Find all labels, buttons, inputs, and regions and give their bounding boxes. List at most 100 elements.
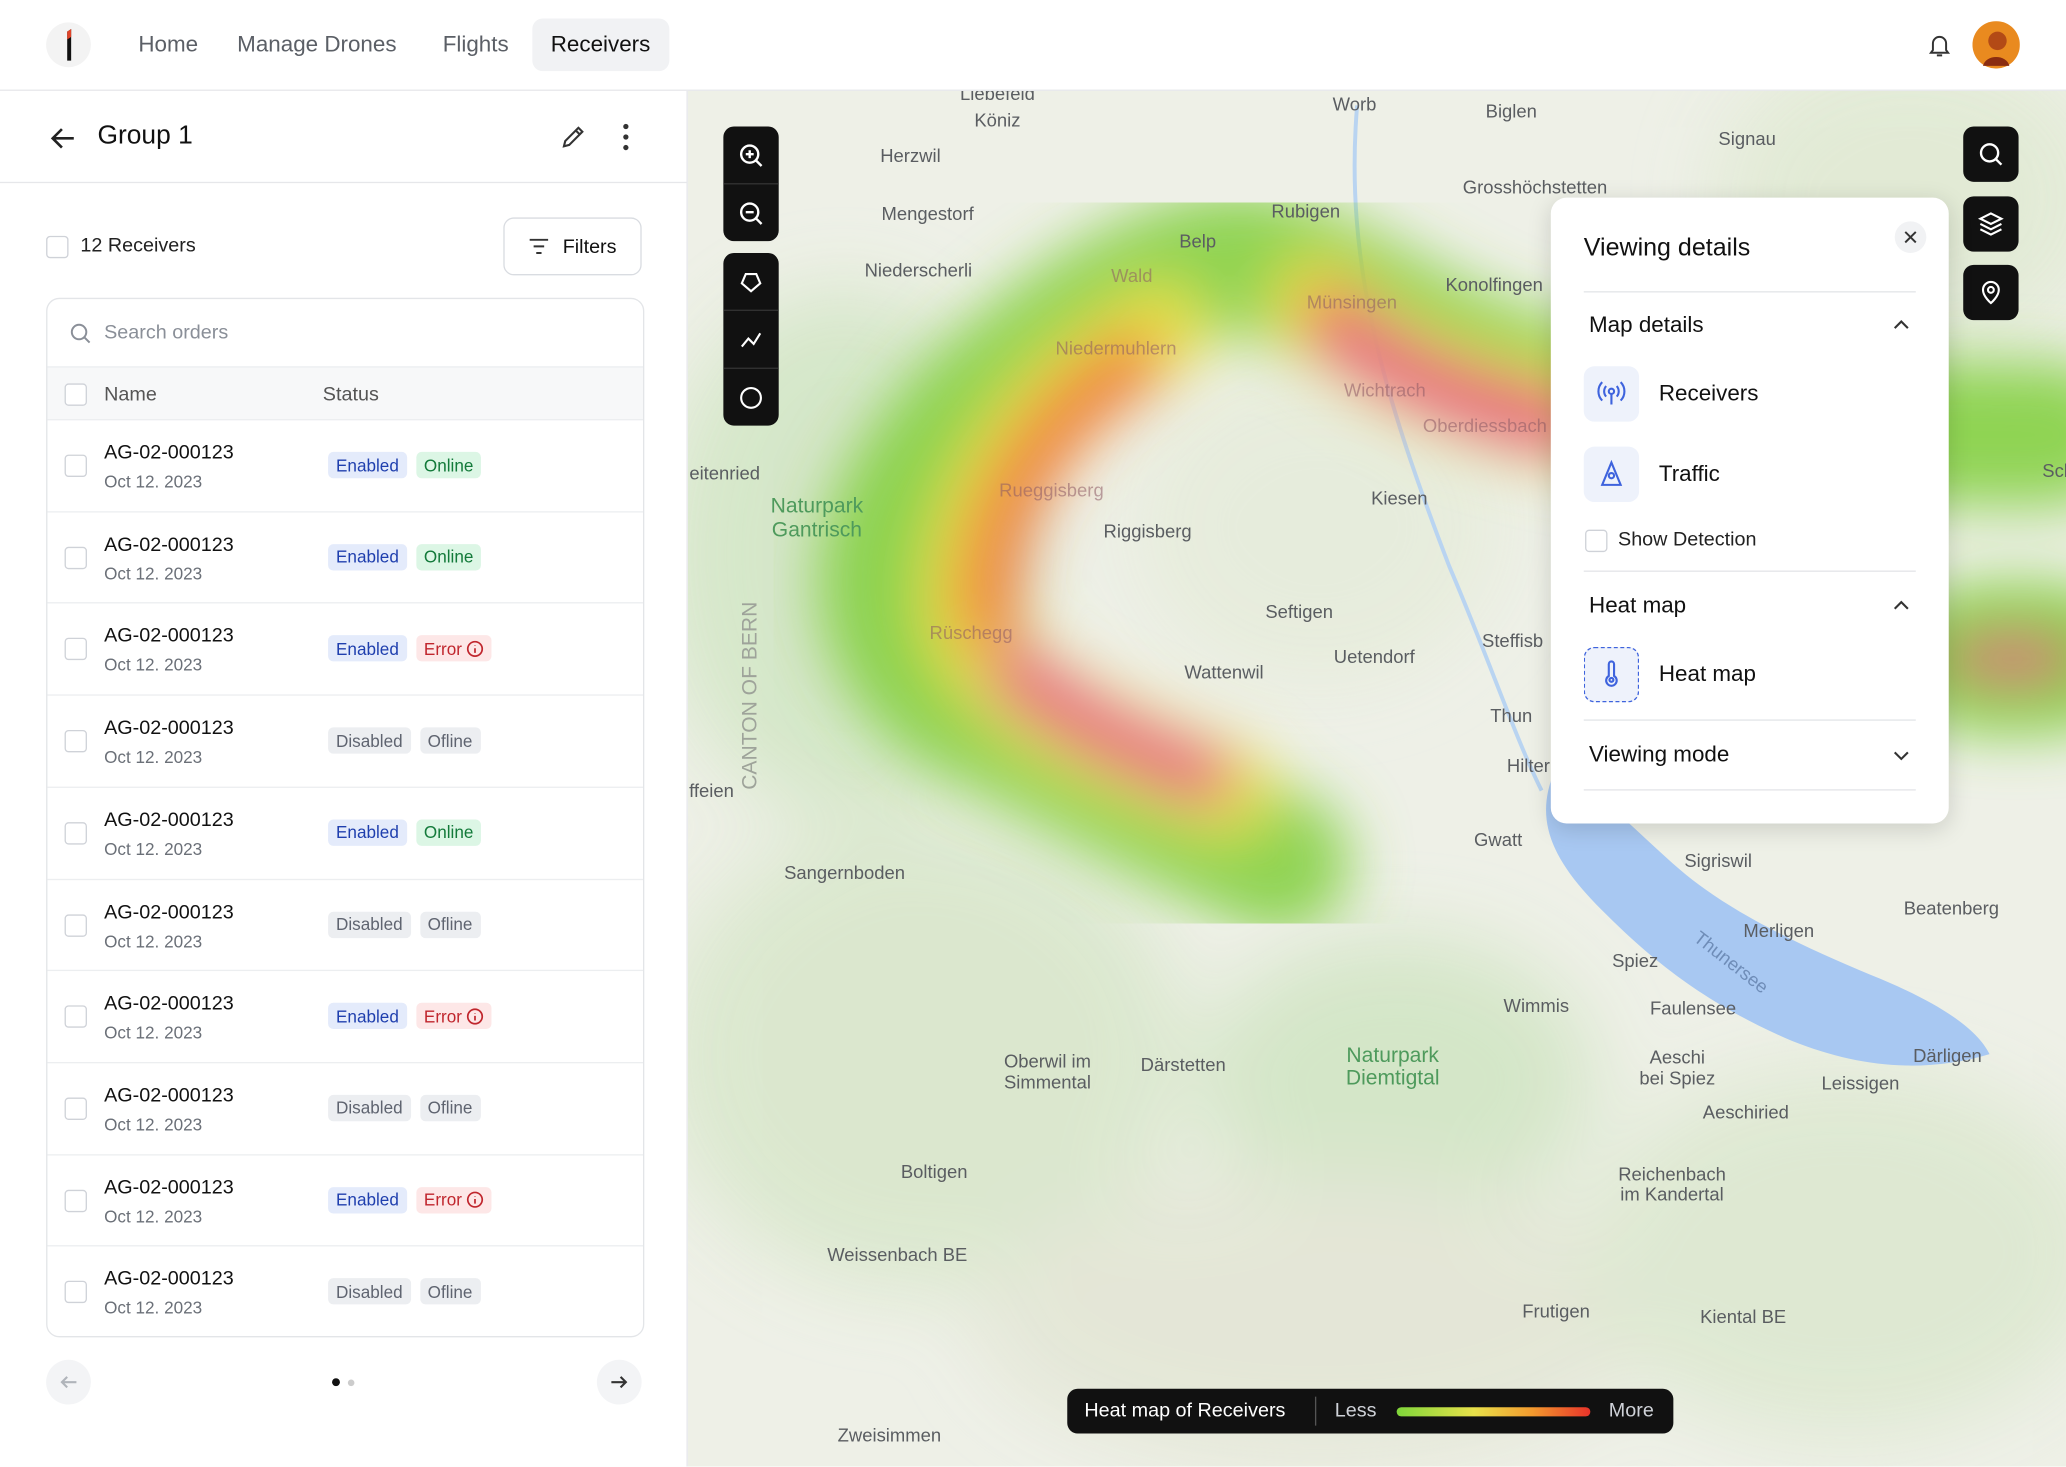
top-nav: Home Manage Drones Flights Receivers [0, 0, 2066, 91]
traffic-icon [1583, 446, 1640, 503]
table-row[interactable]: AG-02-000123 Oct 12. 2023 Enabled Online [47, 418, 643, 511]
circle-tool[interactable] [723, 369, 778, 426]
legend-less: Less [1334, 1399, 1377, 1422]
info-icon [466, 1191, 483, 1208]
section-title[interactable]: Heat map [1589, 592, 1687, 618]
page-dot[interactable] [347, 1379, 355, 1387]
map-label: Rüschegg [930, 622, 1013, 643]
map-label: Herzwil [880, 145, 940, 166]
location-button[interactable] [1963, 264, 2019, 321]
receiver-id: AG-02-000123 [104, 1267, 234, 1291]
receiver-id: AG-02-000123 [104, 808, 234, 832]
row-checkbox[interactable] [64, 1005, 87, 1028]
receivers-table: Search orders Name Status AG-02-000123 Oc… [46, 297, 645, 1338]
status-badges: Disabled Ofline [328, 727, 489, 754]
map-label: eitenried [689, 463, 760, 484]
search-map-button[interactable] [1963, 126, 2019, 182]
logo[interactable] [45, 21, 92, 68]
page-dot[interactable] [332, 1378, 340, 1387]
close-button[interactable] [1894, 221, 1927, 253]
select-all-checkbox[interactable] [46, 235, 69, 259]
polygon-tool[interactable] [723, 253, 779, 311]
nav-item[interactable]: Manage Drones [237, 31, 397, 57]
table-row[interactable]: AG-02-000123 Oct 12. 2023 Disabled Ofline [47, 878, 643, 970]
zoom-out-button[interactable] [723, 184, 778, 241]
header-checkbox[interactable] [64, 383, 87, 406]
row-checkbox[interactable] [64, 454, 87, 477]
status-badge: Disabled [328, 1094, 411, 1122]
status-badges: Enabled Online [328, 543, 490, 571]
table-row[interactable]: AG-02-000123 Oct 12. 2023 Enabled Error [47, 602, 643, 695]
prev-page[interactable] [46, 1359, 91, 1405]
checkbox-label[interactable]: Show Detection [1618, 528, 1757, 551]
search-input[interactable]: Search orders [104, 321, 229, 344]
divider [1583, 789, 1916, 791]
table-row[interactable]: AG-02-000123 Oct 12. 2023 Disabled Ofline [47, 1245, 643, 1337]
item-label[interactable]: Heat map [1658, 661, 1756, 687]
row-checkbox[interactable] [64, 730, 87, 753]
receiver-date: Oct 12. 2023 [104, 747, 203, 767]
edit-button[interactable] [559, 123, 588, 152]
status-badge: Disabled [328, 1278, 411, 1305]
section-title[interactable]: Viewing mode [1589, 741, 1730, 767]
more-button[interactable] [617, 123, 635, 152]
badge-label: Online [423, 822, 474, 843]
zoom-in-button[interactable] [723, 126, 779, 185]
map-label: im Kandertal [1620, 1183, 1724, 1204]
row-checkbox[interactable] [64, 821, 87, 845]
badge-label: Disabled [335, 914, 403, 935]
map-label: Niedermuhlern [1056, 337, 1177, 358]
row-checkbox[interactable] [64, 913, 87, 937]
map-label: Diemtigtal [1346, 1066, 1440, 1089]
row-checkbox[interactable] [64, 638, 87, 661]
row-checkbox[interactable] [64, 1189, 87, 1212]
back-button[interactable] [49, 124, 78, 153]
status-badges: Enabled Error [328, 1186, 500, 1213]
row-checkbox[interactable] [64, 1281, 87, 1304]
map-label: Oberdiessbach [1423, 415, 1547, 436]
avatar[interactable] [1972, 21, 2020, 69]
table-row[interactable]: AG-02-000123 Oct 12. 2023 Enabled Error [47, 1153, 643, 1246]
checkbox[interactable] [1585, 529, 1608, 553]
nav-item[interactable]: Receivers [532, 18, 669, 72]
nav-item[interactable]: Flights [442, 31, 509, 57]
status-badge: Online [415, 451, 482, 479]
collapse-icon[interactable] [1892, 316, 1910, 334]
badge-label: Ofline [427, 730, 473, 751]
map-label: Niederscherli [865, 260, 973, 281]
badge-label: Ofline [427, 914, 473, 935]
row-checkbox[interactable] [64, 1097, 87, 1120]
next-page[interactable] [596, 1359, 642, 1405]
table-row[interactable]: AG-02-000123 Oct 12. 2023 Enabled Error [47, 970, 643, 1062]
filters-button[interactable]: Filters [503, 217, 642, 276]
map-label: Uetendorf [1334, 646, 1416, 667]
table-row[interactable]: AG-02-000123 Oct 12. 2023 Disabled Ofline [47, 1061, 643, 1154]
map-label: Mengestorf [881, 203, 974, 224]
receiver-id: AG-02-000123 [104, 992, 234, 1015]
expand-icon[interactable] [1892, 746, 1910, 764]
badge-label: Enabled [335, 822, 399, 843]
notifications-button[interactable] [1926, 32, 1952, 58]
map-label: Wald [1111, 265, 1152, 286]
table-row[interactable]: AG-02-000123 Oct 12. 2023 Enabled Online [47, 786, 643, 878]
table-row[interactable]: AG-02-000123 Oct 12. 2023 Disabled Ofline [47, 694, 643, 786]
map-label: Naturpark [1346, 1044, 1439, 1067]
table-row[interactable]: AG-02-000123 Oct 12. 2023 Enabled Online [47, 510, 643, 603]
section-title[interactable]: Map details [1589, 312, 1704, 338]
item-label[interactable]: Traffic [1658, 461, 1720, 487]
status-badge: Enabled [328, 1002, 407, 1030]
layers-button[interactable] [1963, 196, 2019, 252]
status-badges: Enabled Error [328, 1002, 500, 1030]
item-label[interactable]: Receivers [1658, 380, 1759, 406]
row-checkbox[interactable] [64, 546, 87, 569]
badge-label: Enabled [335, 455, 399, 475]
divider [0, 181, 687, 184]
map-label: Naturpark [771, 495, 864, 518]
filters-label[interactable]: Filters [562, 235, 617, 258]
line-tool[interactable] [723, 311, 779, 369]
nav-item[interactable]: Home [138, 31, 199, 57]
collapse-icon[interactable] [1892, 597, 1910, 615]
status-badges: Disabled Ofline [328, 911, 489, 938]
info-circle [466, 1191, 483, 1208]
